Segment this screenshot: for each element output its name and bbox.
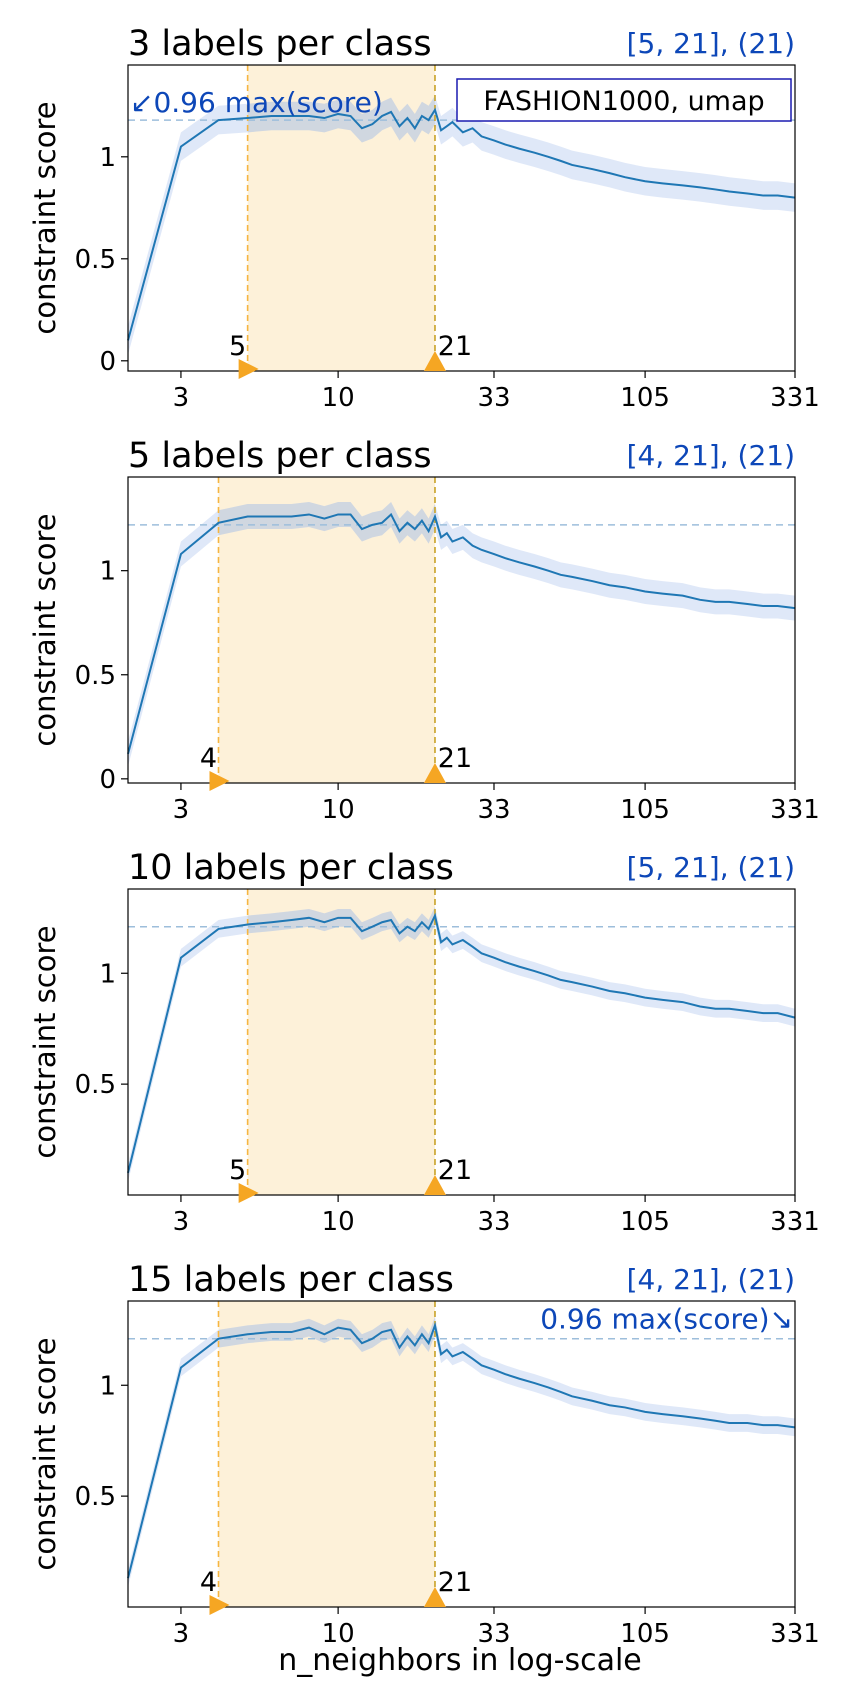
range-label: [4, 21], (21) (627, 1263, 795, 1296)
range-start-marker (238, 1183, 259, 1203)
plot-frame (127, 64, 796, 372)
x-tick-label: 331 (770, 1207, 820, 1237)
dataset-legend: FASHION1000, umap (456, 78, 792, 122)
score-band-in-range (247, 95, 435, 143)
chart-panel: 15 labels per class [4, 21], (21) 0.5 1 3 10 3… (28, 1260, 820, 1649)
y-tick-label: 0.5 (75, 1070, 116, 1100)
chart-panel: 5 labels per class [4, 21], (21) 0 0.5 1 3 10 3… (28, 436, 820, 825)
range-end-marker (423, 763, 446, 783)
chart-title: 5 labels per class (128, 436, 432, 476)
x-tick-label: 3 (173, 383, 190, 413)
selected-range-region (247, 889, 435, 1195)
range-end-marker (423, 351, 446, 371)
range-end-label: 21 (438, 1567, 472, 1598)
y-axis-label: constraint score (28, 925, 62, 1158)
y-tick-label: 0 (99, 765, 116, 795)
x-tick-label: 10 (322, 795, 355, 825)
range-start-label: 5 (229, 331, 246, 362)
score-band-in-range (218, 501, 435, 544)
y-tick-label: 0 (99, 347, 116, 377)
x-tick-label: 331 (770, 1619, 820, 1649)
range-start-marker (209, 1595, 230, 1615)
y-tick-label: 0.5 (75, 661, 116, 691)
x-tick-label: 105 (620, 1619, 670, 1649)
score-line (127, 512, 796, 755)
x-tick-label: 33 (477, 1619, 510, 1649)
score-line (127, 1321, 796, 1579)
chart-title: 3 labels per class (128, 24, 432, 64)
x-tick-label: 331 (770, 795, 820, 825)
plot-frame (127, 476, 796, 784)
chart-title: 15 labels per class (128, 1260, 454, 1300)
y-tick-label: 1 (99, 1371, 116, 1401)
score-band-in-range (247, 906, 435, 943)
y-axis-label: constraint score (28, 513, 62, 746)
score-band-in-range (218, 1316, 435, 1357)
range-start-label: 4 (200, 1567, 217, 1598)
y-tick-label: 1 (99, 143, 116, 173)
range-start-marker (209, 771, 230, 791)
range-label: [5, 21], (21) (627, 851, 795, 884)
range-end-marker (423, 1587, 446, 1607)
range-end-label: 21 (438, 331, 472, 362)
range-start-label: 5 (229, 1155, 246, 1186)
score-line (127, 912, 796, 1174)
plot-frame (127, 1300, 796, 1608)
x-tick-label: 10 (322, 1207, 355, 1237)
y-axis-label: constraint score (28, 1337, 62, 1570)
x-tick-label: 105 (620, 795, 670, 825)
x-tick-label: 10 (322, 383, 355, 413)
x-tick-label: 33 (477, 1207, 510, 1237)
threshold-annotation: 0.96 max(score)↘ (540, 1303, 793, 1336)
y-tick-label: 1 (99, 557, 116, 587)
x-tick-label: 10 (322, 1619, 355, 1649)
x-tick-label: 3 (173, 795, 190, 825)
threshold-annotation: ↙0.96 max(score) (130, 86, 383, 119)
range-start-marker (238, 359, 259, 379)
x-tick-label: 3 (173, 1207, 190, 1237)
range-label: [4, 21], (21) (627, 439, 795, 472)
x-tick-label: 33 (477, 383, 510, 413)
score-line (127, 107, 796, 341)
y-tick-label: 0.5 (75, 245, 116, 275)
chart-panel: 10 labels per class [5, 21], (21) 0.5 1 3 10 3… (28, 848, 820, 1237)
score-confidence-band (128, 95, 795, 355)
y-tick-label: 0.5 (75, 1482, 116, 1512)
y-axis-label: constraint score (28, 101, 62, 334)
range-end-marker (423, 1175, 446, 1195)
chart-panels: 3 labels per class [5, 21], (21)00.513 10 3… (28, 24, 820, 1649)
plot-frame (127, 888, 796, 1196)
chart-title: 10 labels per class (128, 848, 454, 888)
x-tick-label: 105 (620, 1207, 670, 1237)
range-label: [5, 21], (21) (627, 27, 795, 60)
x-axis-label: n_neighbors in log-scale (278, 1643, 642, 1678)
x-tick-label: 105 (620, 383, 670, 413)
x-tick-label: 33 (477, 795, 510, 825)
x-tick-label: 3 (173, 1619, 190, 1649)
x-tick-label: 331 (770, 383, 820, 413)
range-end-label: 21 (438, 743, 472, 774)
legend-text: FASHION1000, umap (483, 86, 764, 117)
score-confidence-band (128, 906, 795, 1182)
range-start-label: 4 (200, 743, 217, 774)
chart-panel: 3 labels per class [5, 21], (21) 0 0.5 1 3 10 3… (28, 24, 820, 413)
legend-box (456, 78, 792, 122)
y-tick-label: 1 (99, 959, 116, 989)
range-end-label: 21 (438, 1155, 472, 1186)
